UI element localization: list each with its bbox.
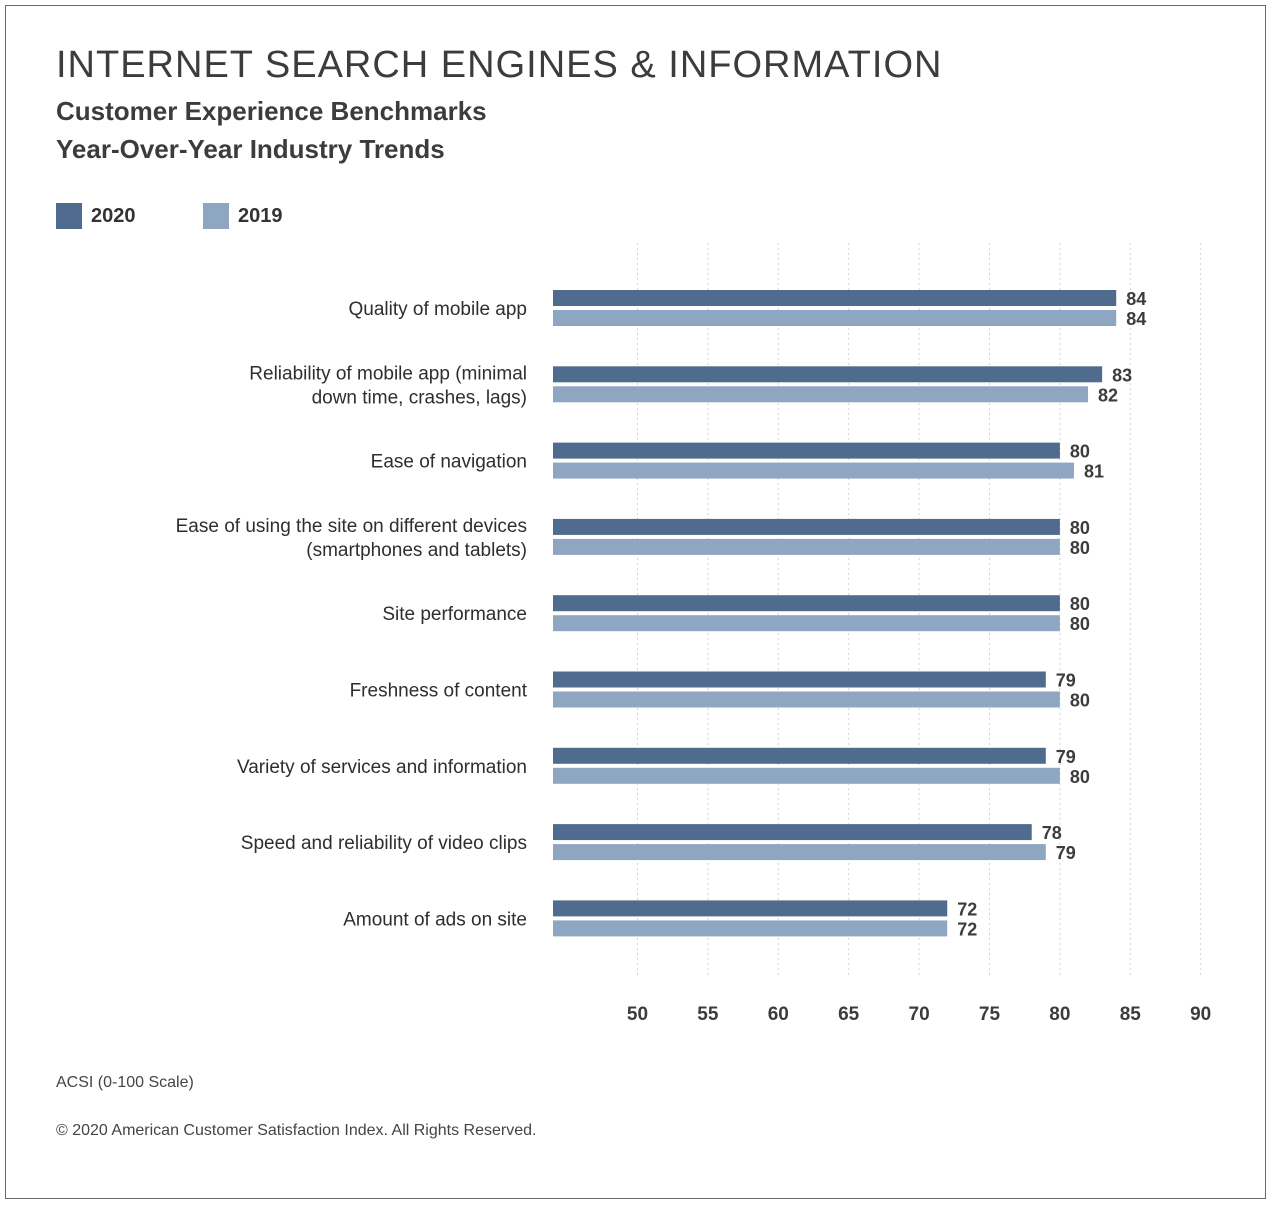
bar-2019-3: [553, 538, 1060, 555]
scale-note: ACSI (0-100 Scale): [56, 1074, 194, 1091]
x-tick-label-85: 85: [1120, 1004, 1142, 1025]
bar-2019-5: [553, 691, 1060, 708]
category-label-4-line-0: Site performance: [382, 604, 527, 625]
bar-2020-8: [553, 900, 948, 917]
value-label-2020-1: 83: [1112, 365, 1132, 385]
value-label-2019-0: 84: [1126, 309, 1146, 329]
value-label-2019-8: 72: [957, 919, 977, 939]
value-label-2019-2: 81: [1084, 462, 1104, 482]
value-label-2020-6: 79: [1056, 747, 1076, 767]
legend-label-2020: 2020: [91, 204, 136, 227]
chart-title: INTERNET SEARCH ENGINES & INFORMATION: [56, 44, 943, 86]
category-label-1-line-1: down time, crashes, lags): [312, 387, 527, 408]
category-label-2-line-0: Ease of navigation: [371, 452, 527, 473]
bar-2020-5: [553, 671, 1046, 688]
bar-2020-2: [553, 442, 1060, 459]
x-tick-label-75: 75: [979, 1004, 1001, 1025]
bar-2019-2: [553, 462, 1074, 479]
bar-2020-6: [553, 747, 1046, 764]
x-tick-label-90: 90: [1190, 1004, 1211, 1025]
value-label-2020-4: 80: [1070, 594, 1090, 614]
bar-2020-1: [553, 366, 1103, 383]
value-label-2020-3: 80: [1070, 518, 1090, 538]
value-label-2019-5: 80: [1070, 691, 1090, 711]
bar-2020-3: [553, 518, 1060, 535]
x-tick-label-80: 80: [1049, 1004, 1070, 1025]
x-tick-label-50: 50: [627, 1004, 648, 1025]
bar-2019-0: [553, 310, 1117, 326]
value-label-2019-4: 80: [1070, 614, 1090, 634]
bar-2020-4: [553, 595, 1060, 612]
value-label-2020-8: 72: [957, 899, 977, 919]
value-label-2019-7: 79: [1056, 843, 1076, 863]
x-tick-label-55: 55: [697, 1004, 719, 1025]
legend-swatch-2020: [56, 203, 82, 229]
legend-swatch-2019: [203, 203, 229, 229]
x-tick-label-65: 65: [838, 1004, 860, 1025]
bar-2020-0: [553, 290, 1117, 306]
bar-2019-1: [553, 386, 1089, 403]
bar-2019-6: [553, 767, 1060, 784]
chart-frame: [5, 5, 1266, 1199]
chart-subtitle-trends: Year-Over-Year Industry Trends: [56, 134, 445, 164]
category-label-6-line-0: Variety of services and information: [237, 757, 527, 778]
bar-2019-7: [553, 844, 1046, 861]
category-label-1-line-0: Reliability of mobile app (minimal: [249, 363, 527, 384]
category-label-5-line-0: Freshness of content: [350, 681, 528, 702]
value-label-2020-0: 84: [1126, 289, 1146, 309]
bar-2019-4: [553, 615, 1060, 632]
value-label-2019-3: 80: [1070, 538, 1090, 558]
category-label-3-line-1: (smartphones and tablets): [306, 540, 527, 561]
value-label-2020-7: 78: [1042, 823, 1062, 843]
value-label-2020-2: 80: [1070, 442, 1090, 462]
category-label-7-line-0: Speed and reliability of video clips: [241, 833, 527, 854]
category-label-8-line-0: Amount of ads on site: [343, 909, 527, 930]
bar-2020-7: [553, 824, 1032, 841]
chart-subtitle-benchmarks: Customer Experience Benchmarks: [56, 96, 487, 126]
bar-2019-8: [553, 920, 948, 937]
copyright-note: © 2020 American Customer Satisfaction In…: [56, 1122, 537, 1139]
value-label-2020-5: 79: [1056, 671, 1076, 691]
legend-item-2019: 2019: [203, 203, 283, 229]
legend-label-2019: 2019: [238, 204, 283, 227]
value-label-2019-1: 82: [1098, 385, 1118, 405]
value-label-2019-6: 80: [1070, 767, 1090, 787]
category-label-0-line-0: Quality of mobile app: [349, 299, 528, 320]
category-label-3-line-0: Ease of using the site on different devi…: [176, 516, 527, 537]
x-tick-label-70: 70: [909, 1004, 930, 1025]
x-tick-label-60: 60: [768, 1004, 789, 1025]
legend-item-2020: 2020: [56, 203, 136, 229]
